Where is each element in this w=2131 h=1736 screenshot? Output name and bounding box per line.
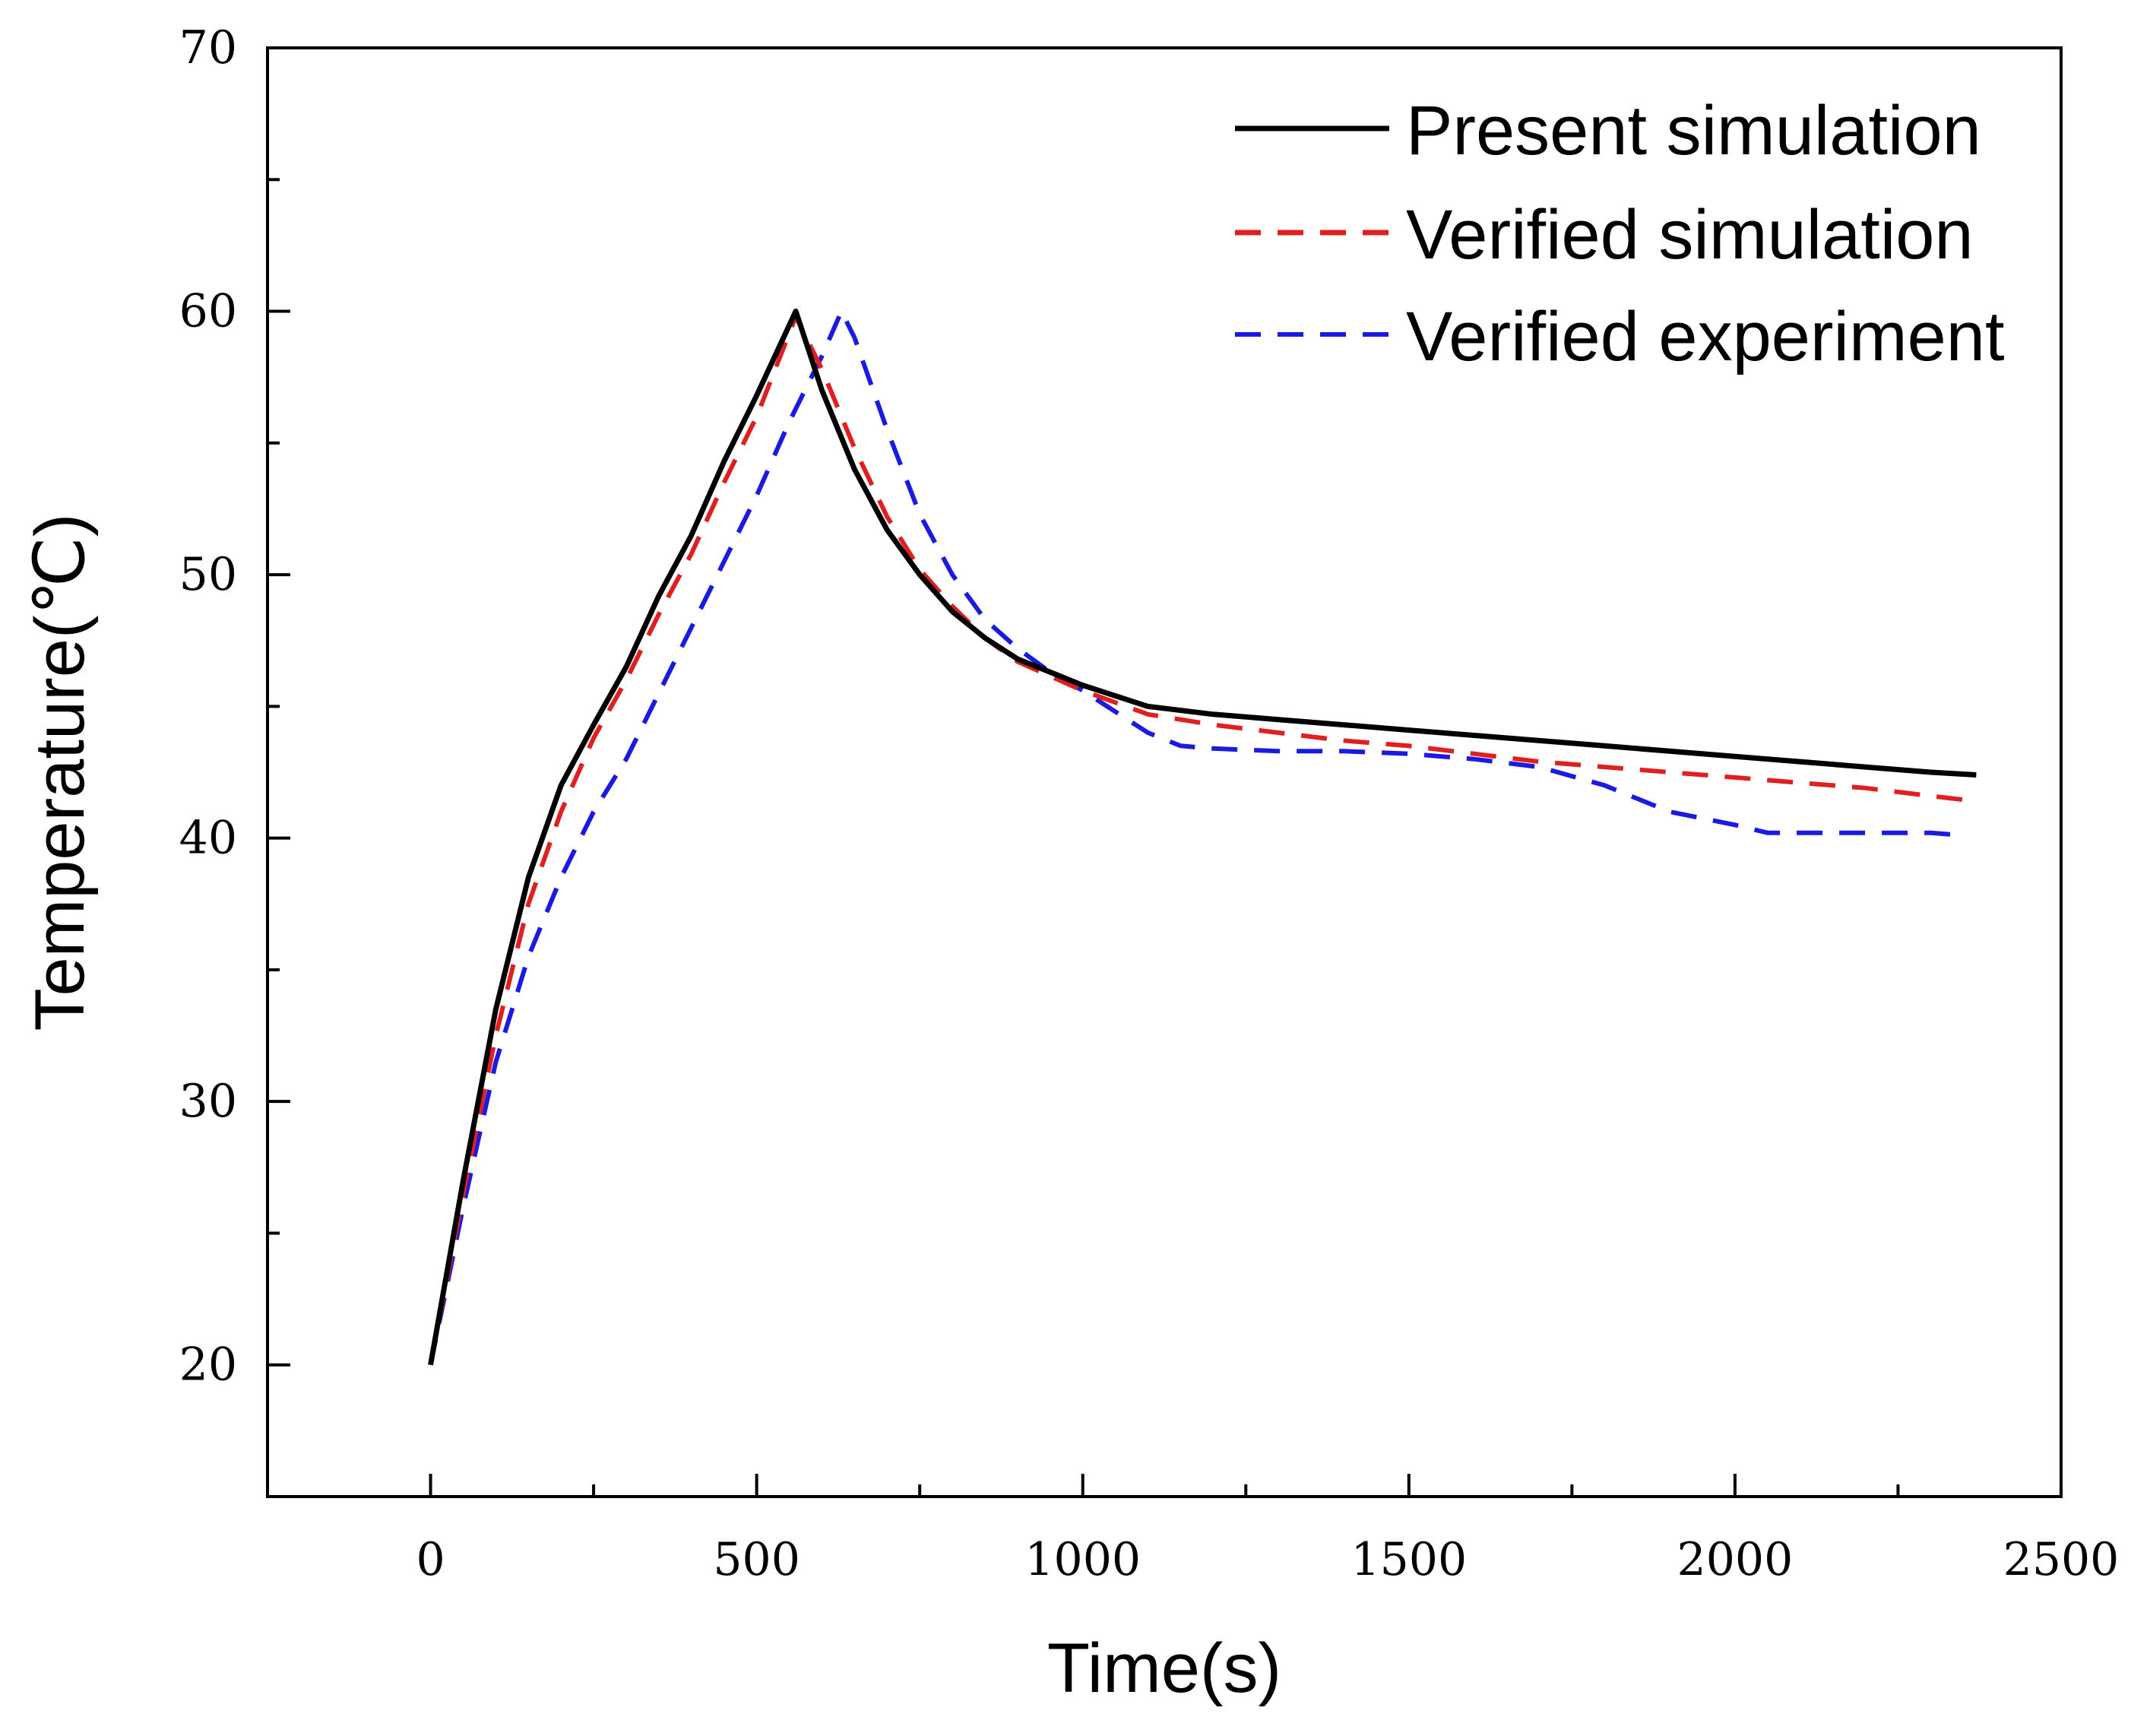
y-tick-label: 20 <box>179 1338 237 1392</box>
legend-label-present-simulation: Present simulation <box>1406 92 1981 169</box>
legend-label-verified-experiment: Verified experiment <box>1406 298 2005 375</box>
x-tick-label: 500 <box>713 1533 800 1586</box>
x-tick-label: 1500 <box>1350 1533 1467 1586</box>
x-axis-title: Time(s) <box>1047 1630 1281 1707</box>
y-tick-label: 70 <box>179 21 237 74</box>
ticks-layer <box>268 46 2063 1498</box>
x-tick-label: 2000 <box>1677 1533 1794 1586</box>
series-layer <box>428 309 1977 1366</box>
x-tick-label: 0 <box>416 1533 445 1586</box>
x-tick-label: 2500 <box>2003 1533 2120 1586</box>
y-tick-label: 40 <box>179 812 237 865</box>
legend: Present simulation Verified simulation V… <box>1235 92 2005 375</box>
series-line-verified-experiment <box>428 309 1964 1366</box>
y-tick-label: 60 <box>179 285 237 338</box>
y-tick-label: 30 <box>179 1075 237 1128</box>
plot-frame <box>266 46 2063 1498</box>
y-axis-title: Temperature(℃) <box>21 513 99 1031</box>
legend-label-verified-simulation: Verified simulation <box>1406 196 1974 274</box>
series-line-present-simulation <box>428 309 1977 1366</box>
tick-labels-layer: 0 500 1000 1500 2000 2500 20 30 40 50 60 70 <box>179 21 2120 1586</box>
y-tick-label: 50 <box>179 548 237 601</box>
x-tick-label: 1000 <box>1024 1533 1141 1586</box>
